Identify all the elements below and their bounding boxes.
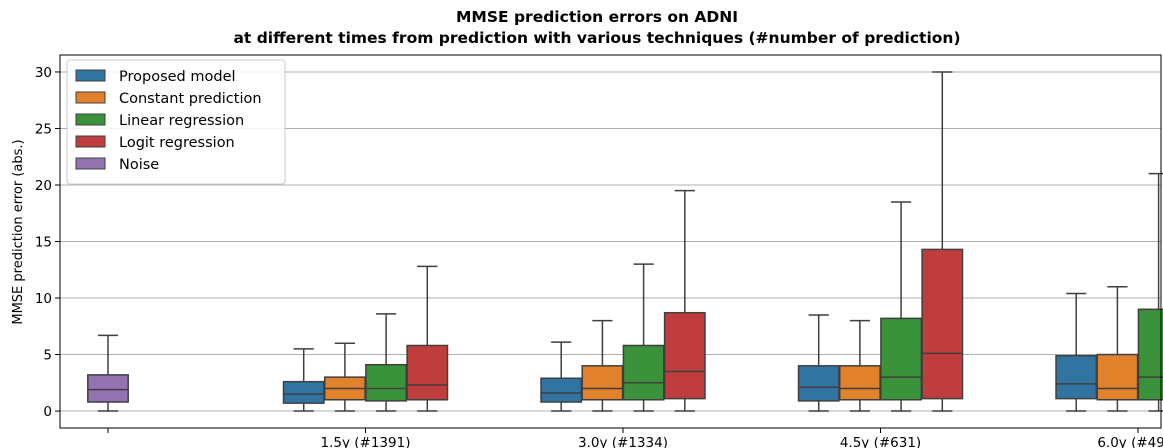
y-tick-label: 30	[35, 65, 52, 81]
x-tick-label: 4.5y (#631)	[840, 435, 921, 448]
legend-swatch	[75, 91, 106, 104]
box-body	[87, 374, 129, 403]
legend-swatch	[75, 135, 106, 148]
plot-frame	[59, 54, 1162, 429]
legend-label: Linear regression	[119, 113, 244, 129]
y-tick-label: 5	[43, 348, 52, 364]
legend-label: Proposed model	[119, 69, 236, 85]
box-linear-regression	[880, 201, 923, 412]
box-constant-prediction	[838, 319, 881, 412]
x-tick-label: 3.0y (#1334)	[578, 435, 668, 448]
box-body	[282, 380, 325, 404]
box-body	[797, 365, 840, 402]
y-axis-label: MMSE prediction error (abs.)	[11, 139, 26, 324]
box-noise	[87, 334, 129, 412]
axes: 0 5 10 15 20 25 30 1.5y (#1391) 3.0y (#1334) 4.5y…	[35, 54, 1163, 448]
legend-label: Logit regression	[119, 135, 235, 151]
box-body	[622, 344, 665, 401]
legend-swatch	[75, 113, 106, 126]
legend-swatch	[75, 157, 106, 170]
box-linear-regression	[622, 263, 665, 412]
box-logit-regression	[921, 71, 964, 412]
box-body	[663, 311, 706, 400]
legend-label: Constant prediction	[119, 91, 262, 107]
box-proposed-model	[282, 348, 325, 412]
box-proposed-model	[797, 314, 840, 412]
box-constant-prediction	[323, 342, 366, 412]
box-body	[406, 344, 449, 401]
y-tick-label: 10	[35, 291, 52, 307]
box-body	[880, 317, 923, 401]
x-tick-label: 1.5y (#1391)	[321, 435, 411, 448]
box-proposed-model	[540, 341, 583, 412]
y-tick-label: 25	[35, 121, 52, 137]
box-constant-prediction	[581, 319, 624, 412]
x-tick-label: 6.0y (#494)	[1097, 435, 1163, 448]
y-tick-label: 15	[35, 235, 52, 251]
chart-title-line-2: at different times from prediction with …	[233, 29, 960, 47]
box-body	[1096, 353, 1139, 401]
box-body	[581, 365, 624, 401]
box-body	[838, 365, 881, 401]
box-logit-regression	[663, 189, 706, 412]
boxes	[87, 71, 1163, 412]
box-linear-regression	[1137, 172, 1163, 412]
legend-frame	[66, 59, 286, 185]
box-linear-regression	[365, 313, 408, 412]
box-constant-prediction	[1096, 285, 1139, 412]
box-logit-regression	[406, 265, 449, 412]
legend-swatch	[75, 69, 106, 82]
y-tick-label: 20	[35, 178, 52, 194]
legend: Proposed model Constant prediction Linear …	[66, 59, 286, 185]
box-body	[1055, 354, 1098, 400]
box-proposed-model	[1055, 292, 1098, 412]
box-body	[365, 363, 408, 402]
box-body	[1137, 308, 1163, 401]
box-body	[540, 377, 583, 403]
y-tick-label: 0	[43, 404, 52, 420]
chart-title-line-1: MMSE prediction errors on ADNI	[456, 8, 738, 26]
box-body	[921, 248, 964, 400]
legend-label: Noise	[119, 157, 159, 173]
